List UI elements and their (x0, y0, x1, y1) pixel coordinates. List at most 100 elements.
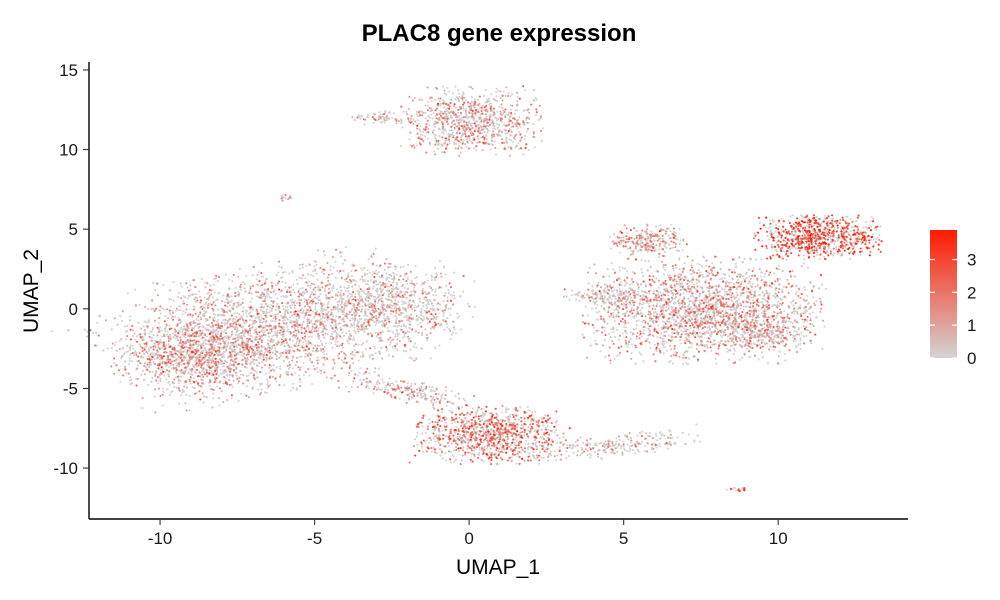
cell-point (657, 324, 660, 327)
cell-point (182, 309, 185, 313)
cell-point (526, 448, 529, 451)
cell-point (389, 304, 393, 307)
cell-point (625, 269, 628, 273)
cell-point (452, 460, 455, 464)
cell-point (760, 258, 763, 261)
cell-point (600, 456, 603, 460)
cell-point (416, 443, 419, 446)
cell-point (665, 306, 668, 309)
cell-point (253, 362, 256, 365)
cell-point (163, 308, 166, 311)
cell-point (807, 302, 810, 305)
cell-point (96, 321, 99, 324)
cell-point (374, 298, 377, 301)
cell-point (635, 324, 638, 327)
cell-point (483, 445, 486, 448)
cell-point (389, 265, 392, 269)
cell-point (118, 340, 121, 343)
cell-point (119, 380, 122, 383)
cell-point (655, 277, 658, 280)
cell-point (300, 355, 303, 358)
cell-point (687, 346, 690, 349)
cell-point (502, 90, 505, 93)
cell-point (770, 320, 773, 323)
cell-point (668, 429, 671, 432)
cell-point (265, 378, 268, 381)
cell-point (708, 311, 711, 314)
scatter-points (50, 85, 883, 493)
cell-point (324, 342, 327, 345)
cell-point (720, 287, 723, 290)
cell-point (441, 429, 444, 432)
cell-point (690, 308, 693, 312)
cell-point (159, 326, 162, 329)
cell-point (680, 329, 683, 332)
cell-point (785, 258, 788, 261)
cell-point (221, 365, 224, 368)
cell-point (455, 426, 458, 429)
cell-point (418, 298, 421, 301)
cell-point (707, 305, 710, 308)
cell-point (654, 432, 657, 435)
cell-point (300, 328, 303, 331)
cell-point (439, 454, 442, 457)
cell-point (760, 312, 763, 315)
cell-point (314, 290, 317, 293)
cell-point (410, 290, 413, 293)
cell-point (490, 132, 494, 135)
cell-point (421, 134, 424, 137)
cell-point (198, 295, 201, 298)
cell-point (421, 432, 424, 435)
cell-point (212, 283, 215, 286)
cell-point (268, 306, 272, 309)
cell-point (778, 350, 781, 353)
cell-point (187, 294, 191, 298)
cell-point (539, 435, 542, 439)
cell-point (194, 300, 197, 303)
cell-point (505, 440, 509, 443)
cell-point (616, 450, 619, 454)
cell-point (275, 366, 278, 369)
cell-point (406, 382, 409, 385)
cell-point (136, 364, 139, 367)
cell-point (452, 331, 455, 334)
cell-point (265, 392, 268, 395)
cell-point (130, 360, 133, 363)
cell-point (541, 127, 544, 130)
cell-point (707, 332, 710, 335)
cell-point (429, 308, 432, 311)
cell-point (429, 116, 432, 119)
cell-point (778, 277, 781, 280)
cell-point (110, 347, 113, 350)
cell-point (323, 346, 326, 349)
cell-point (323, 254, 326, 257)
cell-point (751, 282, 754, 286)
cell-point (387, 304, 391, 307)
cell-point (217, 374, 220, 377)
cell-point (658, 442, 661, 445)
cell-point (422, 450, 425, 453)
cell-point (395, 342, 398, 345)
cell-point (162, 404, 165, 407)
cell-point (399, 313, 402, 317)
cell-point (556, 454, 559, 457)
cell-point (466, 447, 469, 451)
cell-point (187, 372, 190, 375)
cell-point (223, 301, 227, 304)
cell-point (350, 281, 353, 285)
cell-point (618, 438, 621, 441)
cell-point (502, 434, 505, 437)
cell-point (446, 296, 449, 299)
cell-point (216, 333, 219, 336)
cell-point (304, 340, 308, 343)
cell-point (142, 325, 145, 328)
cell-point (396, 334, 399, 337)
cell-point (341, 331, 344, 334)
cell-point (245, 321, 248, 324)
cell-point (467, 115, 470, 119)
cell-point (871, 233, 874, 236)
cell-point (414, 264, 417, 268)
cell-point (225, 374, 228, 377)
cell-point (621, 321, 625, 324)
cell-point (745, 305, 748, 308)
